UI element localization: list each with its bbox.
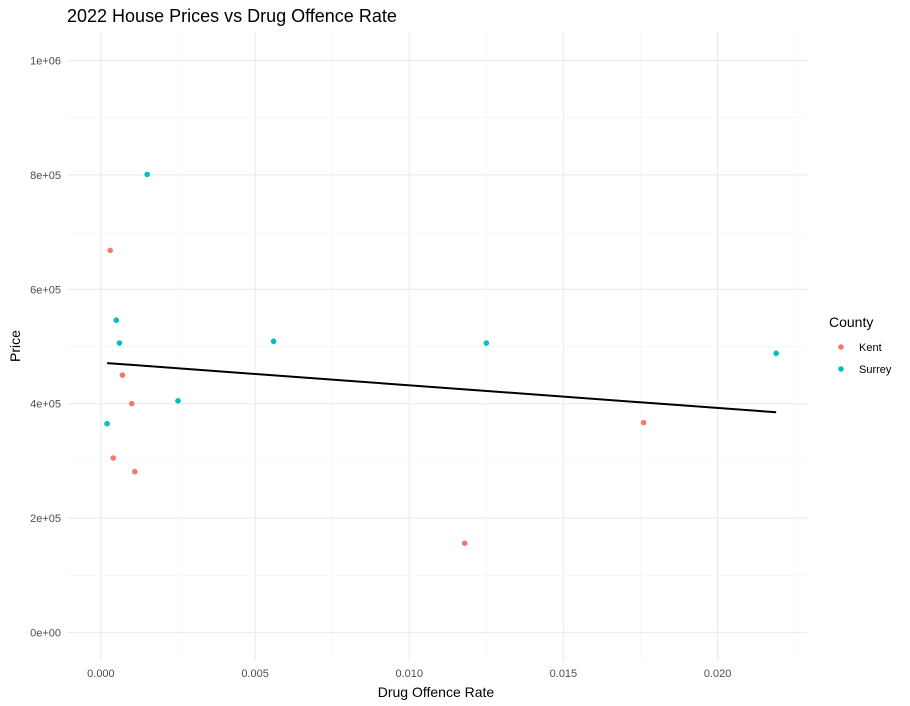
data-points	[104, 171, 779, 547]
data-point-kent	[119, 372, 126, 378]
minor-gridlines	[67, 32, 807, 661]
data-point-kent	[640, 419, 647, 426]
data-point-surrey	[270, 338, 277, 345]
legend-key-surrey	[838, 366, 844, 372]
x-axis-tick-labels: 0.000 0.005 0.010 0.015 0.020	[87, 668, 731, 680]
y-axis-tick-labels: 0e+00 2e+05 4e+05 6e+05 8e+05 1e+06	[30, 56, 61, 640]
trend-line	[107, 362, 777, 414]
y-axis-title: Price	[7, 330, 23, 362]
chart-title: 2022 House Prices vs Drug Offence Rate	[67, 6, 397, 26]
data-point-kent	[461, 540, 468, 547]
y-tick-label: 0e+00	[30, 627, 61, 639]
data-point-kent	[132, 468, 138, 475]
data-point-surrey	[144, 171, 150, 178]
legend-key-kent	[838, 344, 844, 350]
legend-label-surrey: Surrey	[859, 364, 892, 376]
trend-line-layer	[107, 362, 777, 414]
data-point-kent	[110, 455, 117, 461]
data-point-surrey	[113, 317, 120, 323]
major-gridlines	[67, 32, 807, 661]
legend-title: County	[829, 314, 873, 330]
y-tick-label: 4e+05	[30, 399, 61, 411]
y-tick-label: 6e+05	[30, 284, 61, 296]
x-tick-label: 0.010	[395, 668, 423, 680]
data-point-surrey	[175, 398, 181, 404]
legend: County Kent Surrey	[829, 314, 892, 376]
data-point-kent	[107, 247, 113, 254]
data-point-kent	[128, 400, 135, 407]
x-tick-label: 0.005	[241, 668, 269, 680]
data-point-surrey	[104, 420, 110, 427]
data-point-surrey	[483, 340, 490, 346]
y-tick-label: 8e+05	[30, 170, 61, 182]
y-tick-label: 1e+06	[30, 56, 61, 68]
x-tick-label: 0.020	[704, 668, 732, 680]
x-tick-label: 0.015	[550, 668, 578, 680]
legend-items: Kent Surrey	[838, 342, 892, 376]
y-tick-label: 2e+05	[30, 513, 61, 525]
x-axis-title: Drug Offence Rate	[378, 684, 495, 700]
legend-label-kent: Kent	[859, 342, 882, 354]
data-point-surrey	[773, 350, 779, 357]
data-point-surrey	[116, 340, 123, 346]
x-tick-label: 0.000	[87, 668, 115, 680]
